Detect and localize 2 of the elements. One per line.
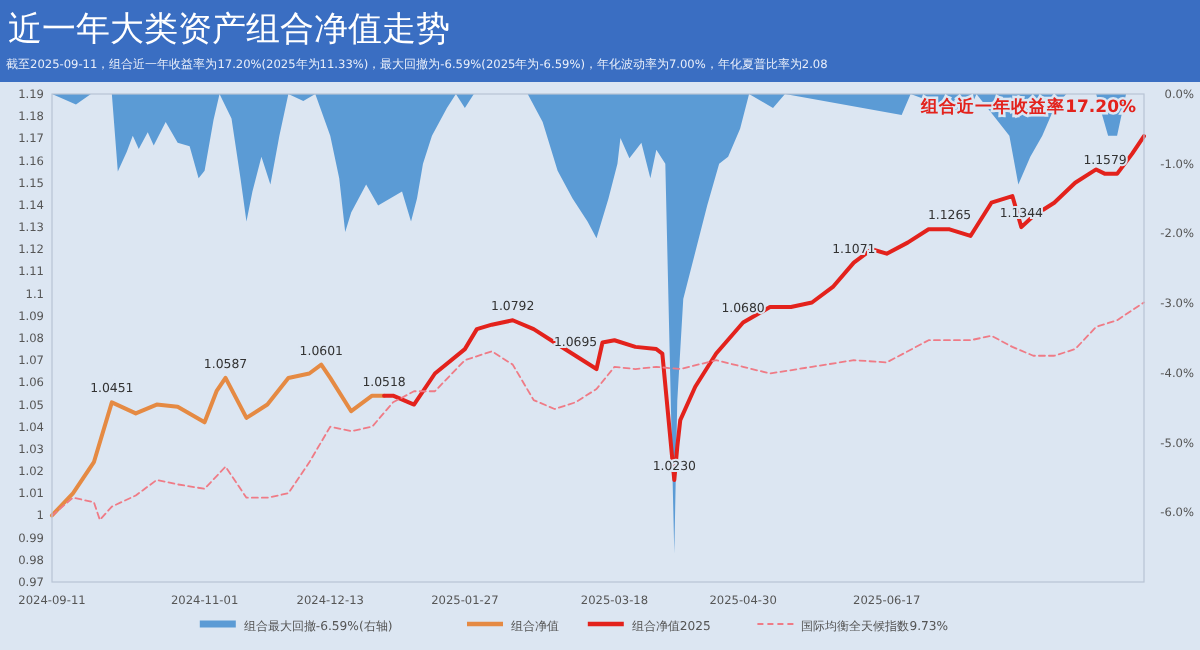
chart-title: 近一年大类资产组合净值走势 bbox=[8, 10, 450, 50]
line-series bbox=[51, 301, 1145, 521]
